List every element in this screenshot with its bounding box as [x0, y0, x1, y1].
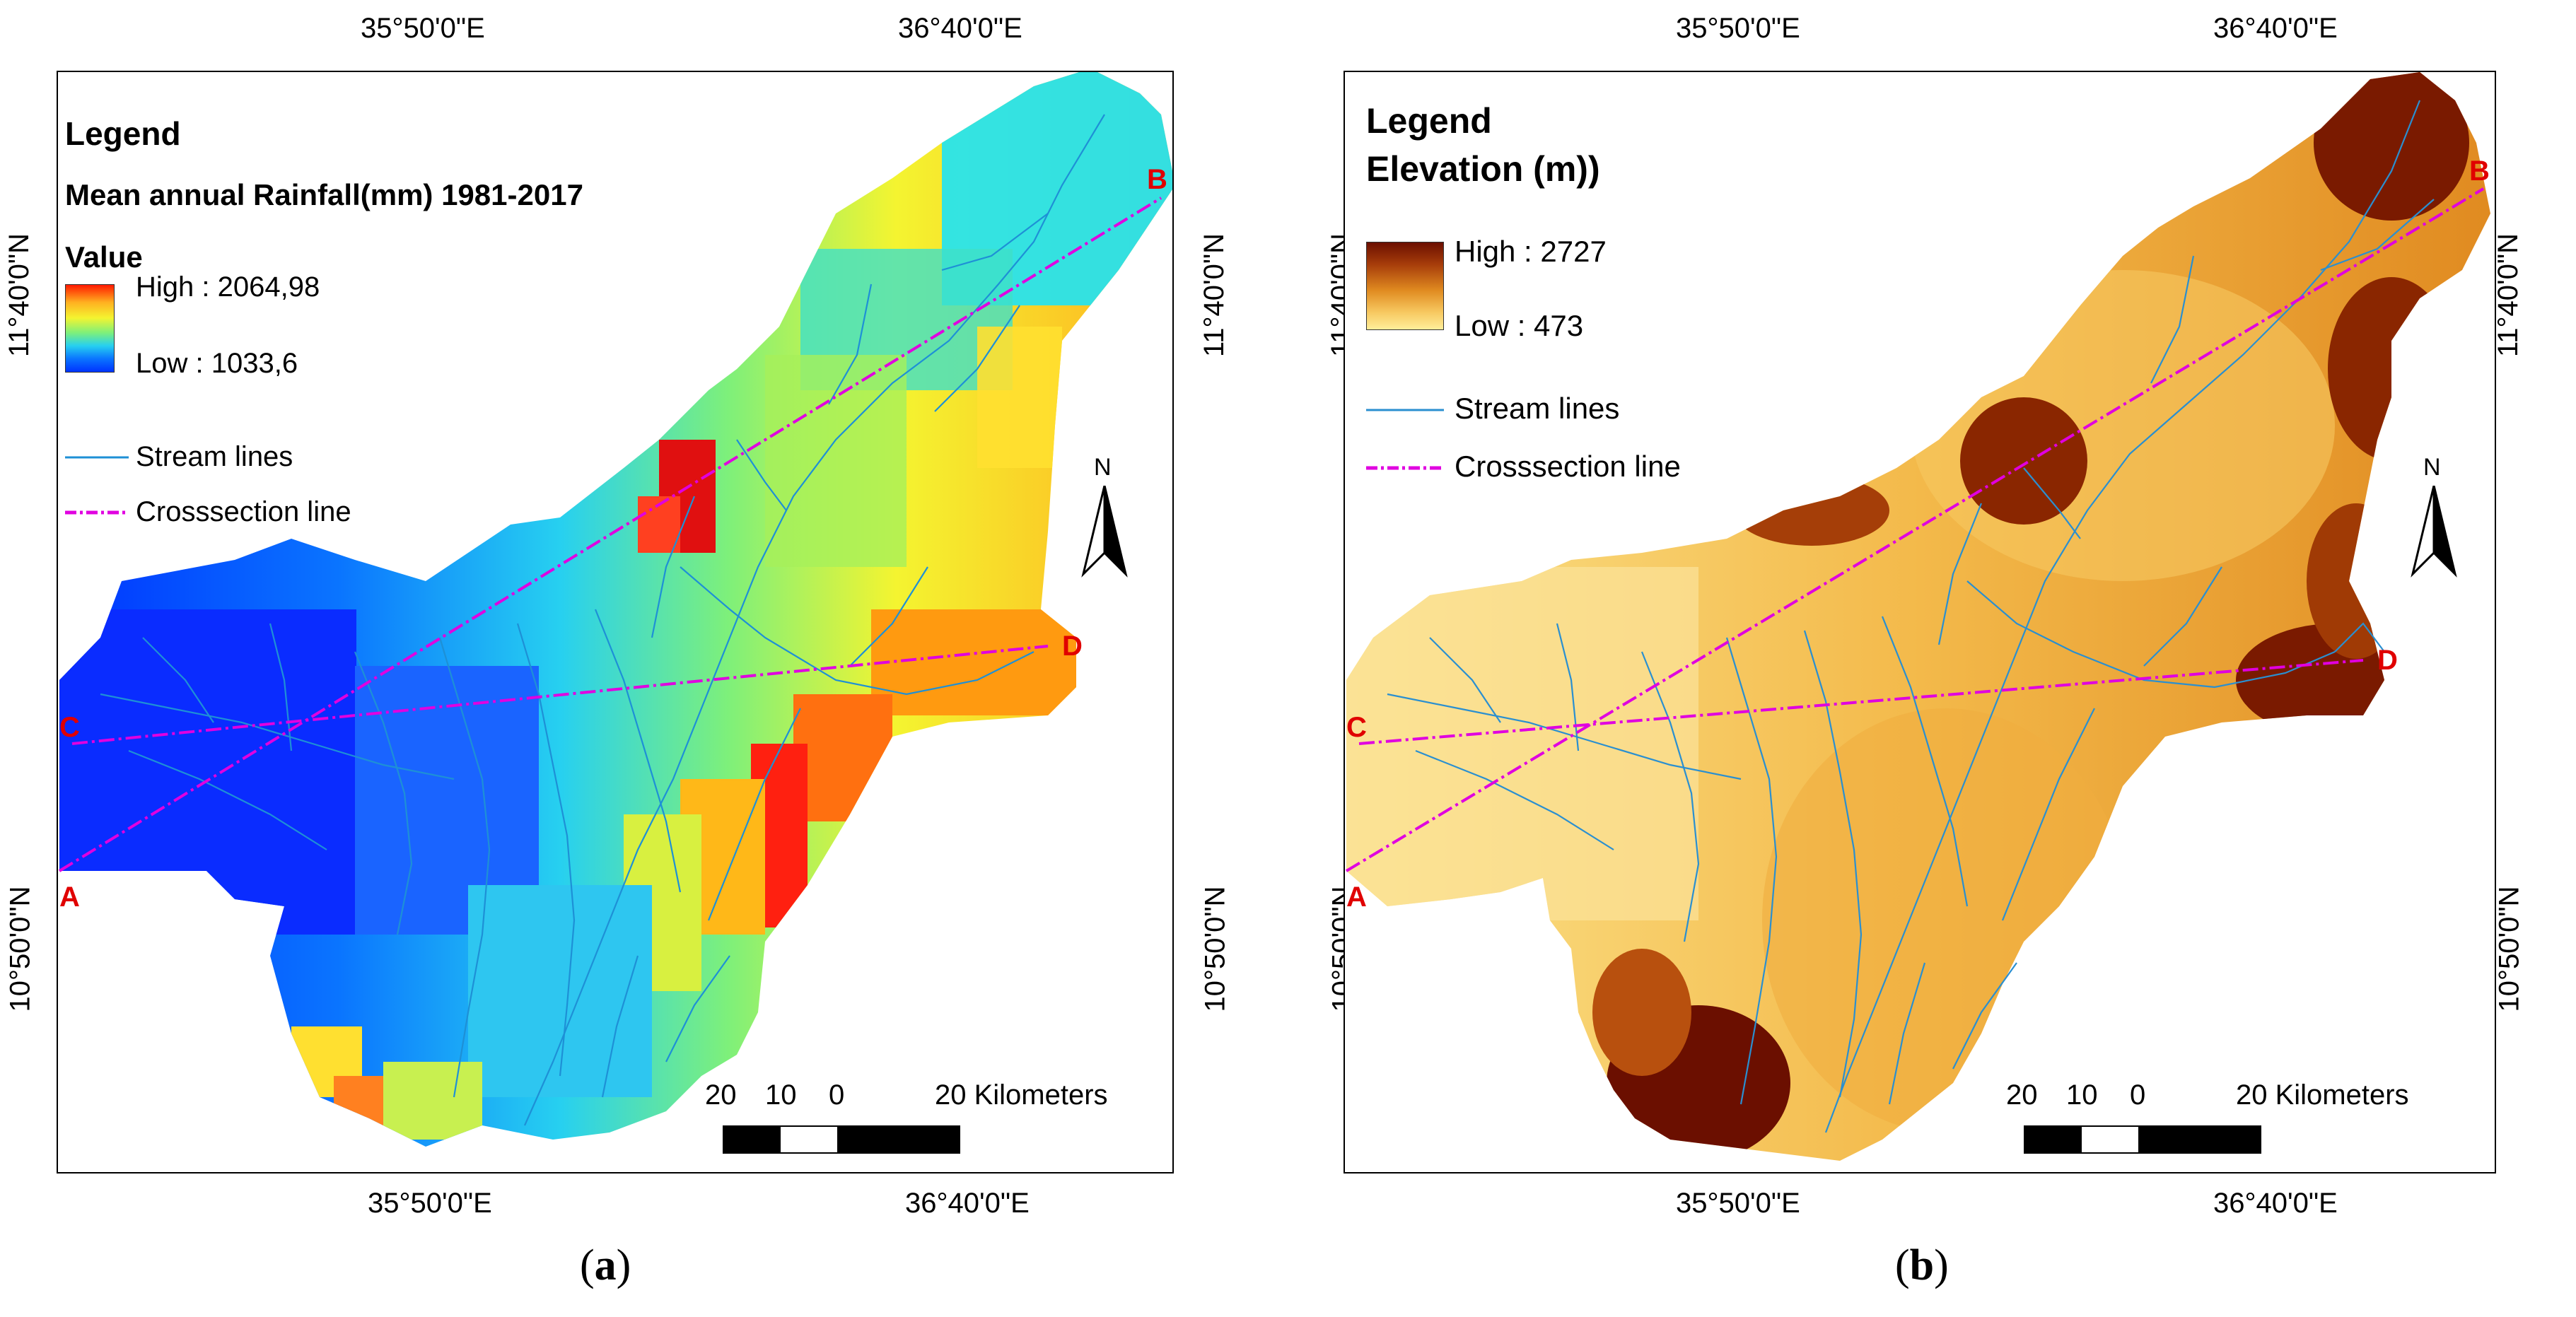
point-d-label: D — [2377, 645, 2398, 676]
legend-a: Legend Mean annual Rainfall(mm) 1981-201… — [65, 115, 645, 624]
north-arrow-b: N — [2409, 454, 2459, 581]
lon-label-top-1: 35°50'0"E — [1676, 13, 1800, 44]
legend-stream-swatch — [65, 456, 129, 459]
point-c-label: C — [59, 712, 80, 743]
lon-label-bottom-2: 36°40'0"E — [2213, 1188, 2338, 1219]
point-b-label: B — [1147, 164, 1167, 195]
lon-label-top-2: 36°40'0"E — [2213, 13, 2338, 44]
rainfall-map — [58, 72, 1172, 1147]
lat-label-right-1: 11°40'0"N — [2492, 233, 2524, 357]
north-label: N — [2423, 454, 2441, 481]
lon-label-bottom-1: 35°50'0"E — [1676, 1188, 1800, 1219]
elevation-color-ramp — [1366, 242, 1444, 330]
crosssection-lines-a — [58, 197, 1162, 872]
north-arrow-a: N — [1080, 454, 1129, 581]
scale-label-20-left: 20 — [2006, 1079, 2038, 1111]
point-c-label: C — [1346, 712, 1367, 743]
scale-label-10: 10 — [765, 1079, 797, 1111]
legend-high: High : 2727 — [1455, 235, 1607, 268]
legend-high: High : 2064,98 — [136, 271, 320, 303]
lon-label-bottom-2: 36°40'0"E — [905, 1188, 1030, 1219]
north-arrow-icon — [1081, 486, 1128, 578]
legend-subtitle: Mean annual Rainfall(mm) 1981-2017 — [65, 178, 583, 211]
legend-b: Legend Elevation (m)) High : 2727 Low : … — [1366, 100, 1861, 510]
panel-a: 35°50'0"E 36°40'0"E 35°50'0"E 36°40'0"E … — [0, 0, 1273, 1317]
panel-b: 35°50'0"E 36°40'0"E 35°50'0"E 36°40'0"E … — [1287, 0, 2576, 1317]
scale-label-10: 10 — [2066, 1079, 2098, 1111]
stream-lines-b — [1387, 100, 2435, 1133]
legend-title: Legend — [65, 115, 181, 152]
point-d-label: D — [1062, 631, 1083, 662]
legend-cross-swatch — [1366, 466, 1444, 470]
north-arrow-icon — [2411, 486, 2457, 578]
north-label: N — [1094, 454, 1112, 481]
lat-label-left-1: 11°40'0"N — [3, 233, 35, 357]
caption-b: (b) — [1895, 1241, 1949, 1289]
scale-label-0: 0 — [829, 1079, 845, 1111]
caption-b-letter: b — [1909, 1241, 1935, 1289]
legend-cross-label: Crosssection line — [136, 496, 351, 527]
point-a-label: A — [59, 882, 80, 913]
caption-a-letter: a — [594, 1241, 617, 1289]
caption-a: (a) — [580, 1241, 631, 1289]
legend-title: Legend — [1366, 101, 1492, 141]
stream-lines-a — [100, 114, 1105, 1126]
elevation-map — [1345, 72, 2490, 1161]
legend-cross-label: Crosssection line — [1455, 450, 1681, 483]
lat-label-right-2: 10°50'0"N — [2493, 886, 2525, 1012]
lat-label-right-2: 10°50'0"N — [1199, 886, 1231, 1012]
map-frame-b: Legend Elevation (m)) High : 2727 Low : … — [1344, 71, 2496, 1173]
legend-subtitle: Elevation (m)) — [1366, 149, 1600, 189]
point-a-label: A — [1346, 882, 1367, 913]
scale-label-20-left: 20 — [705, 1079, 737, 1111]
legend-cross-swatch — [65, 510, 129, 515]
lon-label-top-2: 36°40'0"E — [898, 13, 1022, 44]
point-b-label: B — [2469, 156, 2490, 187]
lon-label-top-1: 35°50'0"E — [361, 13, 485, 44]
scale-label-0: 0 — [2130, 1079, 2146, 1111]
legend-value-label: Value — [65, 240, 143, 274]
legend-stream-label: Stream lines — [136, 441, 293, 472]
lat-label-left-2: 10°50'0"N — [4, 886, 36, 1012]
legend-stream-label: Stream lines — [1455, 392, 1620, 425]
rainfall-color-ramp — [65, 284, 115, 373]
crosssection-lines-b — [1345, 187, 2485, 872]
scale-label-20-right: 20 Kilometers — [935, 1079, 1108, 1111]
map-frame-a: Legend Mean annual Rainfall(mm) 1981-201… — [57, 71, 1174, 1173]
legend-low: Low : 473 — [1455, 309, 1584, 342]
scale-bar-a — [723, 1125, 960, 1154]
legend-stream-swatch — [1366, 409, 1444, 411]
scale-label-20-right: 20 Kilometers — [2236, 1079, 2409, 1111]
lon-label-bottom-1: 35°50'0"E — [368, 1188, 492, 1219]
scale-bar-b — [2024, 1125, 2261, 1154]
lat-label-right-1: 11°40'0"N — [1198, 233, 1230, 357]
legend-low: Low : 1033,6 — [136, 348, 298, 379]
